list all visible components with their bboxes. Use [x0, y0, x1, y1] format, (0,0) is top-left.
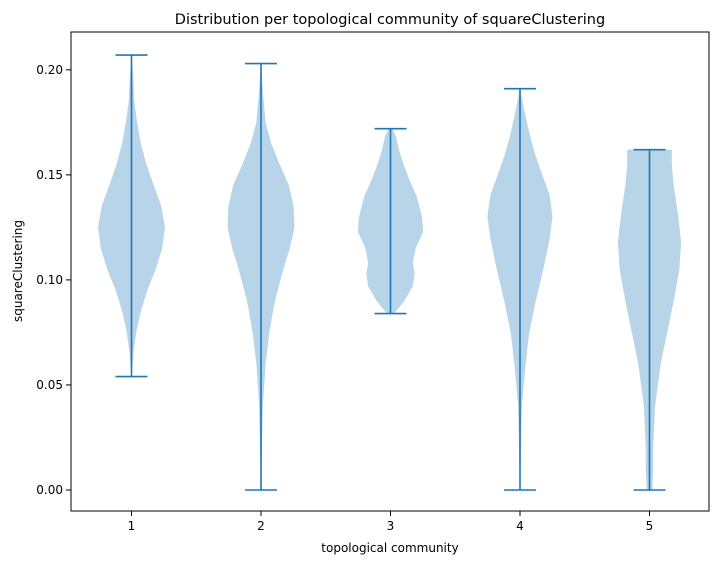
y-axis: 0.00 0.05 0.10 0.15 0.20: [36, 63, 71, 497]
y-tick-label: 0.15: [36, 168, 63, 182]
x-axis-label: topological community: [321, 541, 458, 555]
y-tick-label: 0.20: [36, 63, 63, 77]
x-tick-label: 1: [128, 519, 136, 533]
y-axis-label: squareClustering: [11, 220, 25, 322]
violin-group: [98, 54, 682, 491]
x-tick-label: 4: [516, 519, 524, 533]
x-axis: 1 2 3 4 5: [128, 511, 654, 533]
y-tick-label: 0.05: [36, 378, 63, 392]
x-tick-label: 5: [646, 519, 654, 533]
chart-title: Distribution per topological community o…: [175, 12, 605, 28]
y-tick-label: 0.10: [36, 273, 63, 287]
y-tick-label: 0.00: [36, 483, 63, 497]
x-tick-label: 3: [387, 519, 395, 533]
x-tick-label: 2: [257, 519, 265, 533]
